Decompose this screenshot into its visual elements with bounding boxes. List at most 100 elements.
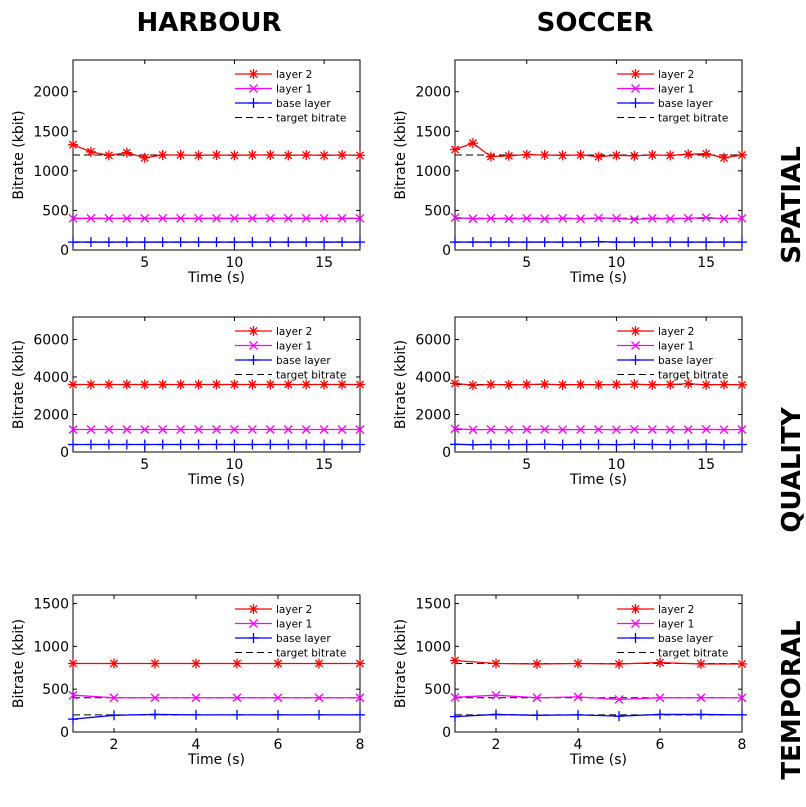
data-point-layer-1 [355, 693, 365, 703]
data-point-layer-1 [558, 213, 568, 223]
data-point-base-layer [467, 439, 478, 450]
data-point-base-layer [229, 237, 240, 248]
data-point-layer-2 [573, 658, 583, 669]
data-point-layer-2 [247, 379, 258, 390]
data-point-base-layer [491, 709, 501, 720]
data-point-layer-2 [611, 379, 622, 390]
data-point-base-layer [319, 439, 330, 450]
data-point-base-layer [273, 709, 283, 720]
data-point-layer-1 [247, 213, 257, 223]
data-point-layer-2 [611, 150, 622, 161]
y-tick-label: 0 [60, 243, 69, 259]
data-point-layer-2 [647, 379, 658, 390]
column-title-soccer: SOCCER [537, 8, 654, 38]
data-point-base-layer [701, 237, 712, 248]
data-point-base-layer [485, 237, 496, 248]
x-tick-label: 15 [315, 457, 333, 473]
data-point-layer-2 [503, 379, 514, 390]
data-point-base-layer [647, 237, 658, 248]
data-point-base-layer [283, 237, 294, 248]
data-point-layer-1 [301, 425, 311, 434]
data-point-base-layer [593, 439, 604, 450]
y-axis-label: Bitrate (kbit) [393, 340, 409, 429]
y-tick-label: 0 [442, 445, 451, 461]
y-axis-label: Bitrate (kbit) [11, 340, 27, 429]
chart-quality-soccer: 5 10 15 0 2000 4000 6000 Time (s) Bitrate (kbit)… [393, 316, 747, 488]
chart-spatial-soccer: 5 10 15 0 500 1000 1500 2000 Time (s) Bitrate (kb… [393, 59, 747, 286]
data-point-layer-1 [611, 213, 621, 223]
data-point-layer-1 [683, 213, 693, 223]
data-point-layer-1 [665, 425, 675, 435]
data-point-layer-1 [594, 425, 603, 434]
data-point-layer-1 [247, 425, 257, 434]
data-point-base-layer [611, 439, 622, 450]
data-point-layer-2 [229, 379, 240, 390]
data-point-layer-2 [737, 150, 747, 160]
data-point-base-layer [68, 237, 78, 248]
data-point-layer-1 [573, 692, 583, 702]
series-line-layer-1 [454, 694, 742, 701]
data-point-base-layer [737, 237, 747, 248]
data-point-layer-2 [696, 658, 706, 669]
data-point-layer-2 [121, 147, 132, 158]
data-point-layer-2 [737, 379, 747, 390]
data-point-layer-1 [337, 213, 347, 223]
data-point-base-layer [211, 237, 222, 248]
data-point-base-layer [683, 439, 694, 450]
x-axis-label: Time (s) [569, 752, 627, 768]
data-point-layer-2 [614, 658, 624, 669]
data-point-layer-2 [283, 379, 294, 390]
data-point-layer-1 [450, 424, 460, 434]
data-point-layer-2 [301, 150, 312, 160]
data-point-base-layer [139, 439, 150, 450]
data-point-base-layer [467, 237, 478, 248]
y-axis-label: Bitrate (kbit) [11, 110, 27, 199]
row-title-temporal: TEMPORAL [777, 620, 806, 779]
legend-marker [631, 619, 640, 628]
data-point-layer-2 [701, 379, 712, 390]
y-tick-label: 4000 [33, 370, 69, 386]
data-point-base-layer [611, 237, 622, 248]
y-tick-label: 0 [60, 725, 69, 741]
y-tick-label: 1500 [415, 597, 451, 613]
data-point-layer-2 [103, 379, 114, 390]
y-tick-label: 500 [424, 682, 451, 698]
data-point-layer-1 [86, 213, 96, 223]
y-tick-label: 0 [60, 445, 69, 461]
data-point-layer-2 [175, 150, 186, 160]
data-point-base-layer [701, 439, 712, 450]
data-point-layer-1 [504, 425, 514, 435]
data-point-layer-2 [319, 379, 330, 390]
x-tick-label: 10 [608, 255, 626, 271]
data-point-base-layer [521, 237, 532, 248]
data-point-base-layer [655, 709, 665, 720]
x-tick-label: 5 [522, 457, 531, 473]
y-tick-label: 0 [442, 243, 451, 259]
data-point-base-layer [247, 439, 258, 450]
data-point-layer-1 [540, 214, 550, 224]
data-point-layer-2 [737, 658, 747, 669]
data-point-layer-2 [719, 379, 730, 390]
x-tick-label: 10 [226, 457, 244, 473]
legend-label: target bitrate [658, 113, 728, 125]
data-point-layer-1 [314, 693, 324, 703]
data-point-base-layer [629, 439, 640, 450]
data-point-base-layer [355, 439, 365, 450]
data-point-layer-1 [629, 424, 639, 434]
data-point-layer-2 [450, 655, 460, 666]
data-point-base-layer [647, 439, 658, 450]
y-tick-label: 0 [442, 725, 451, 741]
data-point-base-layer [301, 237, 312, 248]
legend: layer 2 layer 1 base layer target bitrate [617, 326, 728, 382]
data-point-base-layer [696, 709, 706, 720]
y-tick-label: 2000 [415, 85, 451, 101]
data-point-base-layer [337, 237, 348, 248]
data-point-layer-1 [109, 693, 119, 703]
y-tick-label: 4000 [415, 370, 451, 386]
legend-marker [248, 633, 259, 643]
y-tick-label: 2000 [33, 408, 69, 424]
data-point-layer-2 [593, 379, 604, 390]
data-point-layer-1 [696, 693, 706, 703]
data-point-base-layer [319, 237, 330, 248]
row-title-spatial: SPATIAL [777, 146, 806, 264]
